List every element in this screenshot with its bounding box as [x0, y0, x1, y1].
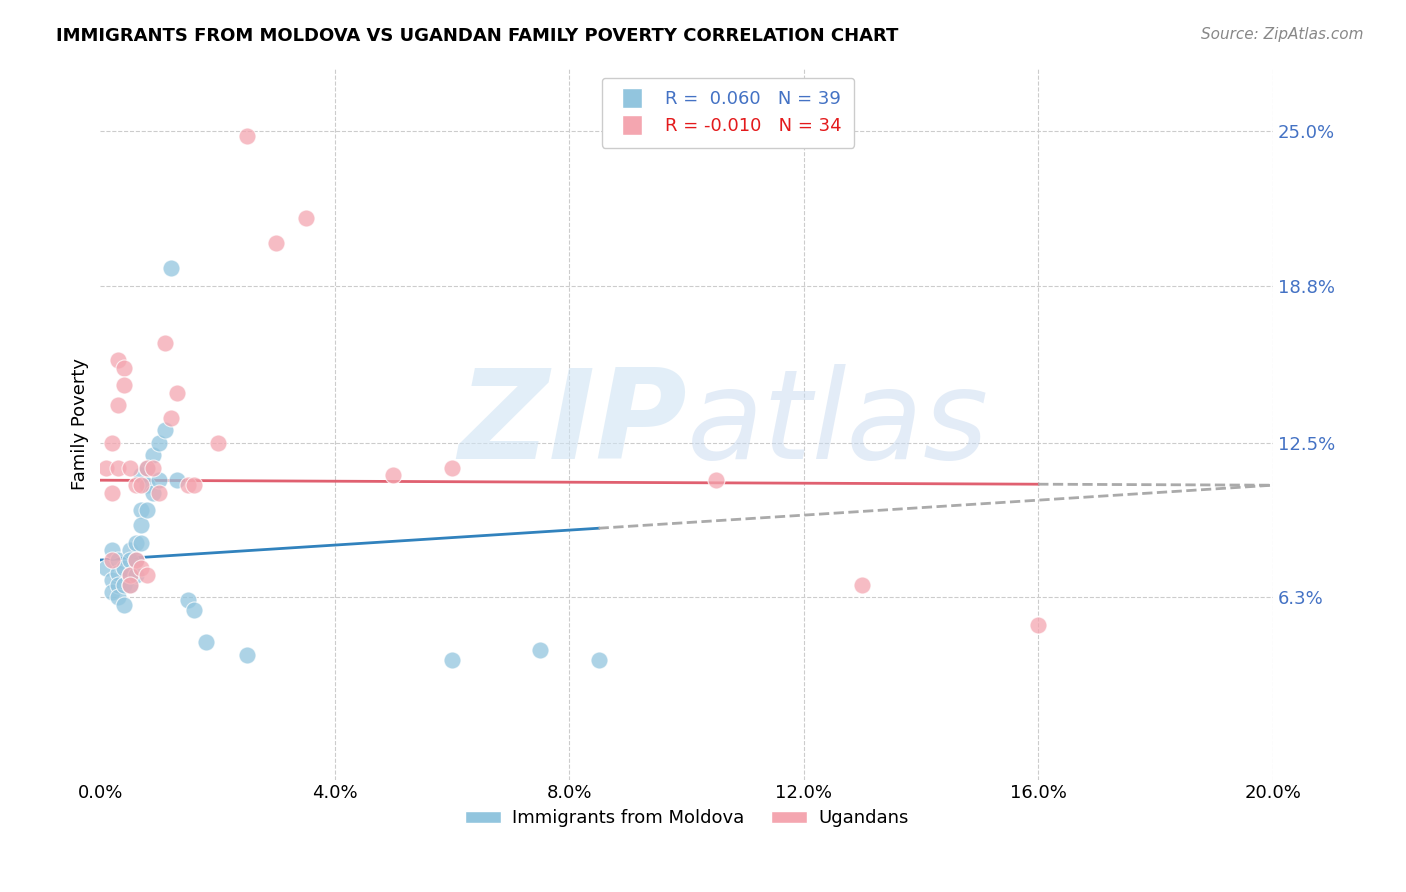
- Point: [107, 566, 129, 580]
- Point: [236, 128, 259, 143]
- Point: [118, 578, 141, 592]
- Point: [124, 535, 146, 549]
- Point: [207, 435, 229, 450]
- Point: [112, 378, 135, 392]
- Point: [441, 460, 464, 475]
- Point: [183, 478, 205, 492]
- Point: [851, 578, 873, 592]
- Point: [166, 385, 188, 400]
- Point: [194, 635, 217, 649]
- Point: [136, 478, 159, 492]
- Point: [96, 460, 118, 475]
- Point: [124, 553, 146, 567]
- Point: [107, 591, 129, 605]
- Point: [136, 503, 159, 517]
- Point: [101, 435, 124, 450]
- Point: [294, 211, 316, 226]
- Text: IMMIGRANTS FROM MOLDOVA VS UGANDAN FAMILY POVERTY CORRELATION CHART: IMMIGRANTS FROM MOLDOVA VS UGANDAN FAMIL…: [56, 27, 898, 45]
- Point: [101, 585, 124, 599]
- Point: [177, 478, 200, 492]
- Point: [131, 468, 153, 483]
- Point: [529, 643, 551, 657]
- Point: [107, 398, 129, 412]
- Point: [153, 336, 176, 351]
- Point: [177, 593, 200, 607]
- Point: [1026, 618, 1049, 632]
- Y-axis label: Family Poverty: Family Poverty: [72, 358, 89, 490]
- Text: Source: ZipAtlas.com: Source: ZipAtlas.com: [1201, 27, 1364, 42]
- Point: [107, 460, 129, 475]
- Point: [148, 485, 170, 500]
- Point: [118, 543, 141, 558]
- Point: [166, 473, 188, 487]
- Point: [131, 478, 153, 492]
- Text: ZIP: ZIP: [458, 364, 686, 484]
- Point: [118, 568, 141, 582]
- Point: [148, 473, 170, 487]
- Point: [131, 535, 153, 549]
- Point: [101, 543, 124, 558]
- Point: [112, 578, 135, 592]
- Point: [704, 473, 727, 487]
- Point: [264, 236, 287, 251]
- Point: [131, 503, 153, 517]
- Point: [101, 553, 124, 567]
- Point: [142, 448, 165, 462]
- Point: [159, 261, 181, 276]
- Point: [107, 553, 129, 567]
- Point: [131, 560, 153, 574]
- Point: [236, 648, 259, 662]
- Point: [136, 460, 159, 475]
- Point: [112, 598, 135, 612]
- Point: [112, 560, 135, 574]
- Point: [159, 410, 181, 425]
- Text: atlas: atlas: [686, 364, 988, 484]
- Point: [118, 578, 141, 592]
- Point: [101, 573, 124, 587]
- Point: [136, 568, 159, 582]
- Point: [118, 553, 141, 567]
- Point: [101, 485, 124, 500]
- Point: [148, 435, 170, 450]
- Point: [183, 603, 205, 617]
- Point: [124, 553, 146, 567]
- Point: [382, 468, 405, 483]
- Legend: Immigrants from Moldova, Ugandans: Immigrants from Moldova, Ugandans: [457, 802, 915, 835]
- Point: [588, 653, 610, 667]
- Point: [107, 578, 129, 592]
- Point: [118, 568, 141, 582]
- Point: [142, 460, 165, 475]
- Point: [118, 460, 141, 475]
- Point: [131, 518, 153, 533]
- Point: [136, 460, 159, 475]
- Point: [124, 568, 146, 582]
- Point: [107, 353, 129, 368]
- Point: [153, 423, 176, 437]
- Point: [112, 360, 135, 375]
- Point: [124, 478, 146, 492]
- Point: [441, 653, 464, 667]
- Point: [96, 560, 118, 574]
- Point: [142, 485, 165, 500]
